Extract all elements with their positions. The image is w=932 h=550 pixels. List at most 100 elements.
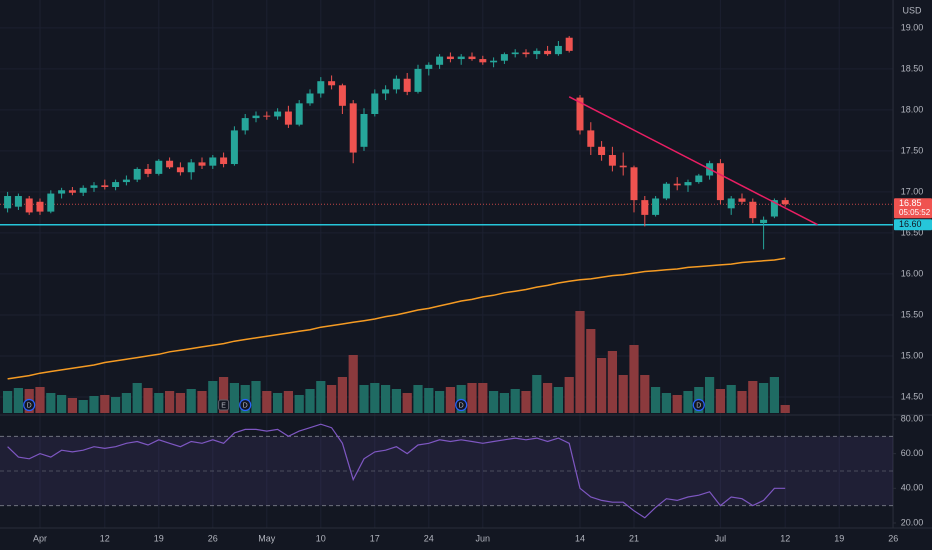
candle-body xyxy=(252,115,260,119)
volume-bar xyxy=(381,385,391,413)
volume-bar xyxy=(316,381,326,413)
candle-body xyxy=(382,89,390,94)
volume-bar xyxy=(705,377,715,413)
candle-body xyxy=(176,167,184,173)
volume-bar xyxy=(640,375,650,413)
horizontal-line-label: 16.60 xyxy=(899,219,922,229)
candle-body xyxy=(727,198,735,209)
candle-body xyxy=(414,68,422,92)
volume-bar xyxy=(759,383,769,413)
volume-bar xyxy=(445,387,455,413)
candle-body xyxy=(101,185,109,187)
y-tick-label: 19.00 xyxy=(901,22,924,32)
candle-body xyxy=(662,183,670,199)
candle-body xyxy=(436,56,444,65)
candle-body xyxy=(608,155,616,166)
volume-bar xyxy=(618,375,628,413)
candle-body xyxy=(230,130,238,165)
candle-body xyxy=(468,56,476,60)
volume-bar xyxy=(532,375,542,413)
volume-bar xyxy=(165,391,175,413)
y-tick-label: 17.50 xyxy=(901,145,924,155)
volume-bar xyxy=(186,389,196,413)
candle-body xyxy=(90,185,98,188)
candle-body xyxy=(36,201,44,212)
event-label: D xyxy=(27,402,32,409)
candle-body xyxy=(587,130,595,147)
volume-bar xyxy=(67,398,77,413)
candle-body xyxy=(457,56,465,60)
candle-body xyxy=(241,118,249,131)
horizontal-line-box xyxy=(894,219,932,231)
x-tick-label: 26 xyxy=(208,533,218,543)
candle-body xyxy=(630,167,638,201)
volume-bar xyxy=(143,388,153,413)
volume-bar xyxy=(651,387,661,413)
volume-bar xyxy=(294,395,304,413)
volume-bar xyxy=(219,377,229,413)
x-tick-label: 21 xyxy=(629,533,639,543)
event-marker xyxy=(692,398,705,412)
event-marker xyxy=(239,398,252,412)
candle-body xyxy=(684,182,692,186)
volume-bar xyxy=(597,358,607,413)
volume-bar xyxy=(424,388,434,413)
event-label: D xyxy=(459,402,464,409)
candle-body xyxy=(446,56,454,60)
volume-bar xyxy=(575,311,585,413)
y-tick-label: 18.50 xyxy=(901,63,924,73)
volume-bar xyxy=(402,393,412,413)
candle-body xyxy=(392,78,400,90)
y-tick-label: 15.00 xyxy=(901,350,924,360)
volume-bar xyxy=(780,405,790,413)
volume-bar xyxy=(359,385,369,413)
volume-bar xyxy=(726,385,736,413)
x-tick-label: 17 xyxy=(370,533,380,543)
event-marker xyxy=(455,398,468,412)
volume-bar xyxy=(208,381,218,413)
volume-bar xyxy=(154,393,164,413)
candle-body xyxy=(349,103,357,153)
volume-bar xyxy=(564,377,574,413)
volume-bar xyxy=(521,391,531,413)
candle-body xyxy=(187,162,195,173)
volume-bar xyxy=(715,389,725,413)
volume-bar xyxy=(413,385,423,413)
candle-body xyxy=(403,78,411,92)
y-tick-label: 16.50 xyxy=(901,227,924,237)
last-price-box xyxy=(894,198,932,219)
volume-bar xyxy=(273,393,283,413)
volume-bar xyxy=(543,383,553,413)
rsi-line xyxy=(7,423,786,519)
candle-body xyxy=(479,59,487,63)
candle-body xyxy=(112,182,120,187)
candle-body xyxy=(781,200,789,205)
candle-body xyxy=(738,198,746,202)
event-label: D xyxy=(696,402,701,409)
candle-body xyxy=(598,146,606,156)
candle-body xyxy=(328,81,336,86)
candle-body xyxy=(317,81,325,94)
y-tick-label: 15.50 xyxy=(901,309,924,319)
candle-body xyxy=(360,114,368,147)
volume-bar xyxy=(435,391,445,413)
volume-bar xyxy=(683,391,693,413)
volume-bar xyxy=(35,387,45,413)
volume-bar xyxy=(251,381,261,413)
candle-body xyxy=(68,190,76,193)
candle-body xyxy=(749,201,757,219)
y-tick-label: 18.00 xyxy=(901,104,924,114)
candle-body xyxy=(770,200,778,217)
x-tick-label: 10 xyxy=(316,533,326,543)
last-price-label: 16.85 xyxy=(899,198,922,208)
x-tick-label: Apr xyxy=(33,533,47,543)
candle-body xyxy=(122,179,130,183)
candle-body xyxy=(425,64,433,69)
volume-bar xyxy=(737,391,747,413)
x-tick-label: 24 xyxy=(424,533,434,543)
x-tick-label: Jul xyxy=(715,533,727,543)
candle-body xyxy=(576,97,584,131)
x-tick-label: 26 xyxy=(888,533,898,543)
y-tick-label: 17.00 xyxy=(901,186,924,196)
rsi-tick-label: 60.00 xyxy=(901,448,924,458)
